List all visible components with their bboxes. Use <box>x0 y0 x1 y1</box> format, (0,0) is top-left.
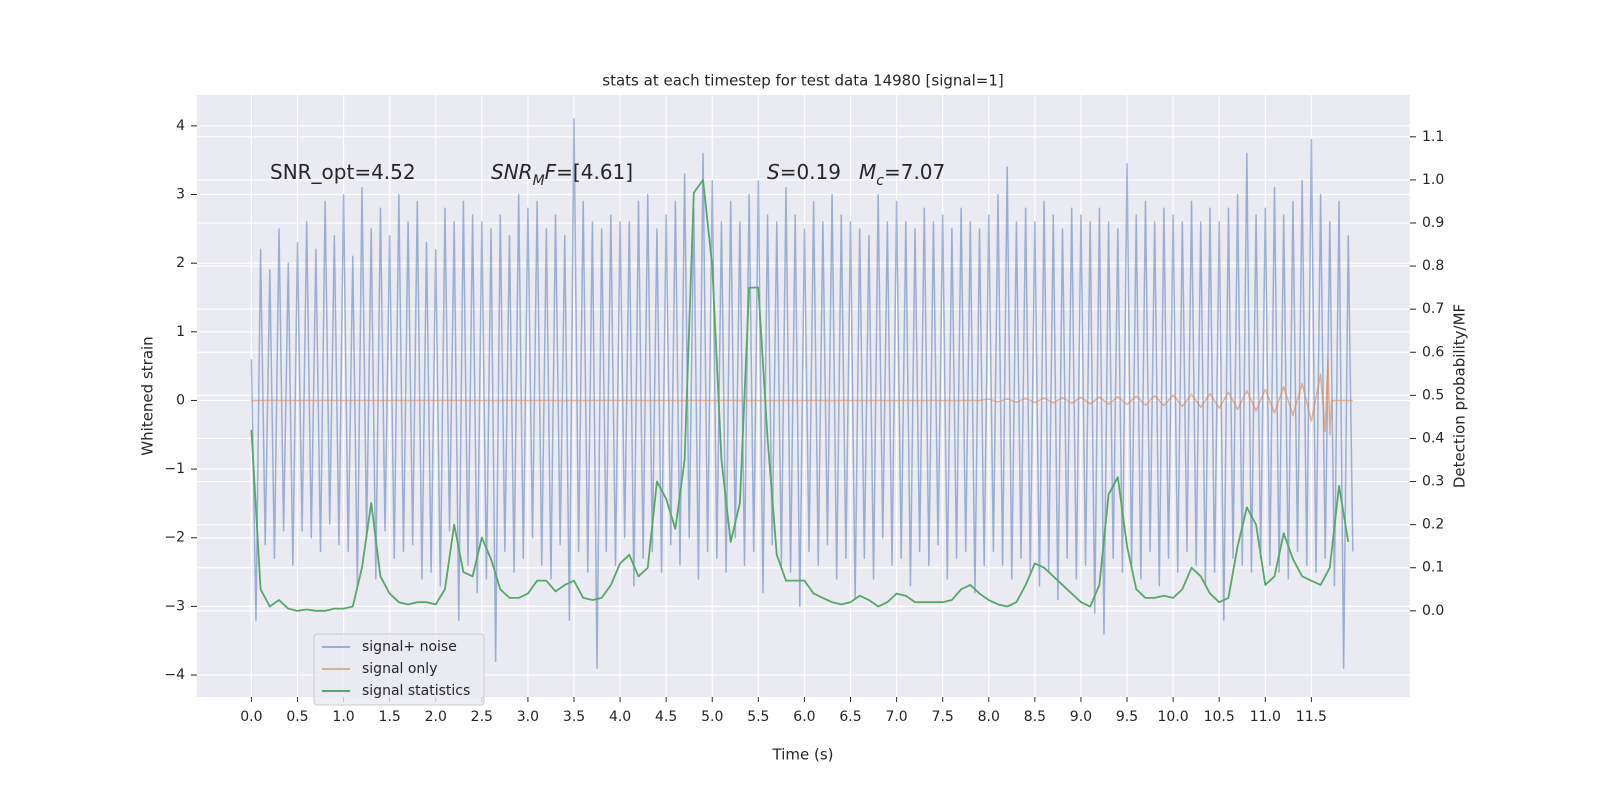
y2-tick-label: 0.5 <box>1422 387 1444 403</box>
x-tick-label: 7.0 <box>885 709 907 725</box>
y-tick-label: 3 <box>176 187 185 203</box>
x-tick-label: 8.0 <box>978 709 1000 725</box>
x-tick-label: 0.0 <box>240 709 262 725</box>
x-tick-label: 1.0 <box>332 709 354 725</box>
annotation: SNRMF=[4.61] <box>491 160 633 190</box>
x-tick-label: 8.5 <box>1024 709 1046 725</box>
y2-tick-label: 0.4 <box>1422 430 1444 446</box>
x-tick-label: 1.5 <box>379 709 401 725</box>
y2-tick-label: 0.1 <box>1422 560 1444 576</box>
annotation-part: =7.07 <box>884 160 945 184</box>
annotation-part: =[4.61] <box>556 160 633 184</box>
x-tick-label: 9.5 <box>1116 709 1138 725</box>
annotation-part: S <box>767 160 780 184</box>
legend-label: signal+ noise <box>362 639 457 655</box>
x-tick-label: 2.5 <box>471 709 493 725</box>
series-line <box>250 178 1350 612</box>
y-tick-label: 0 <box>176 392 185 408</box>
x-tick-label: 3.0 <box>517 709 539 725</box>
x-axis-label: Time (s) <box>772 746 834 764</box>
annotation-part: c <box>876 173 884 189</box>
x-tick-label: 6.0 <box>793 709 815 725</box>
annotation-part: =0.19 <box>780 160 841 184</box>
y-axis-label: Whitened strain <box>139 336 157 455</box>
chart-title: stats at each timestep for test data 149… <box>602 72 1003 90</box>
y-tick-label: −4 <box>164 667 185 683</box>
series-line <box>250 118 1354 669</box>
y-tick-label: 2 <box>176 255 185 271</box>
legend-box <box>313 633 485 706</box>
series-line <box>251 358 1353 436</box>
x-tick-label: 11.0 <box>1250 709 1281 725</box>
x-tick-label: 6.5 <box>839 709 861 725</box>
annotation: Mc=7.07 <box>859 160 945 190</box>
x-tick-label: 3.5 <box>563 709 585 725</box>
y2-tick-label: 0.9 <box>1422 215 1444 231</box>
x-tick-label: 4.0 <box>609 709 631 725</box>
x-tick-label: 5.0 <box>701 709 723 725</box>
legend-label: signal only <box>362 661 437 677</box>
y2-axis-label: Detection probability/MF <box>1451 304 1469 488</box>
x-tick-label: 11.5 <box>1296 709 1327 725</box>
x-tick-label: 5.5 <box>747 709 769 725</box>
x-tick-label: 10.5 <box>1204 709 1235 725</box>
y-tick-label: −2 <box>164 530 185 546</box>
y2-tick-label: 0.2 <box>1422 517 1444 533</box>
annotation-part: M <box>859 160 876 184</box>
y-tick-label: 1 <box>176 324 185 340</box>
x-tick-label: 2.0 <box>425 709 447 725</box>
annotation-part: SNR <box>491 160 533 184</box>
y-tick-label: −3 <box>164 598 185 614</box>
y-tick-label: −1 <box>164 461 185 477</box>
x-tick-label: 10.0 <box>1158 709 1189 725</box>
legend-label: signal statistics <box>362 683 470 699</box>
y2-tick-label: 1.0 <box>1422 172 1444 188</box>
y2-tick-label: 0.6 <box>1422 344 1444 360</box>
y-tick-label: 4 <box>176 118 185 134</box>
x-tick-label: 9.0 <box>1070 709 1092 725</box>
annotation: S=0.19 <box>767 160 841 184</box>
y2-tick-label: 0.7 <box>1422 301 1444 317</box>
y2-tick-label: 1.1 <box>1422 129 1444 145</box>
annotation: SNR_opt=4.52 <box>270 160 416 184</box>
y2-tick-label: 0.3 <box>1422 474 1444 490</box>
y2-tick-label: 0.8 <box>1422 258 1444 274</box>
annotation-part: M <box>533 173 545 189</box>
annotation-part: SNR_opt=4.52 <box>270 160 416 184</box>
x-tick-label: 7.5 <box>932 709 954 725</box>
x-tick-label: 0.5 <box>286 709 308 725</box>
annotation-part: F <box>545 160 557 184</box>
x-tick-label: 4.5 <box>655 709 677 725</box>
y2-tick-label: 0.0 <box>1422 603 1444 619</box>
